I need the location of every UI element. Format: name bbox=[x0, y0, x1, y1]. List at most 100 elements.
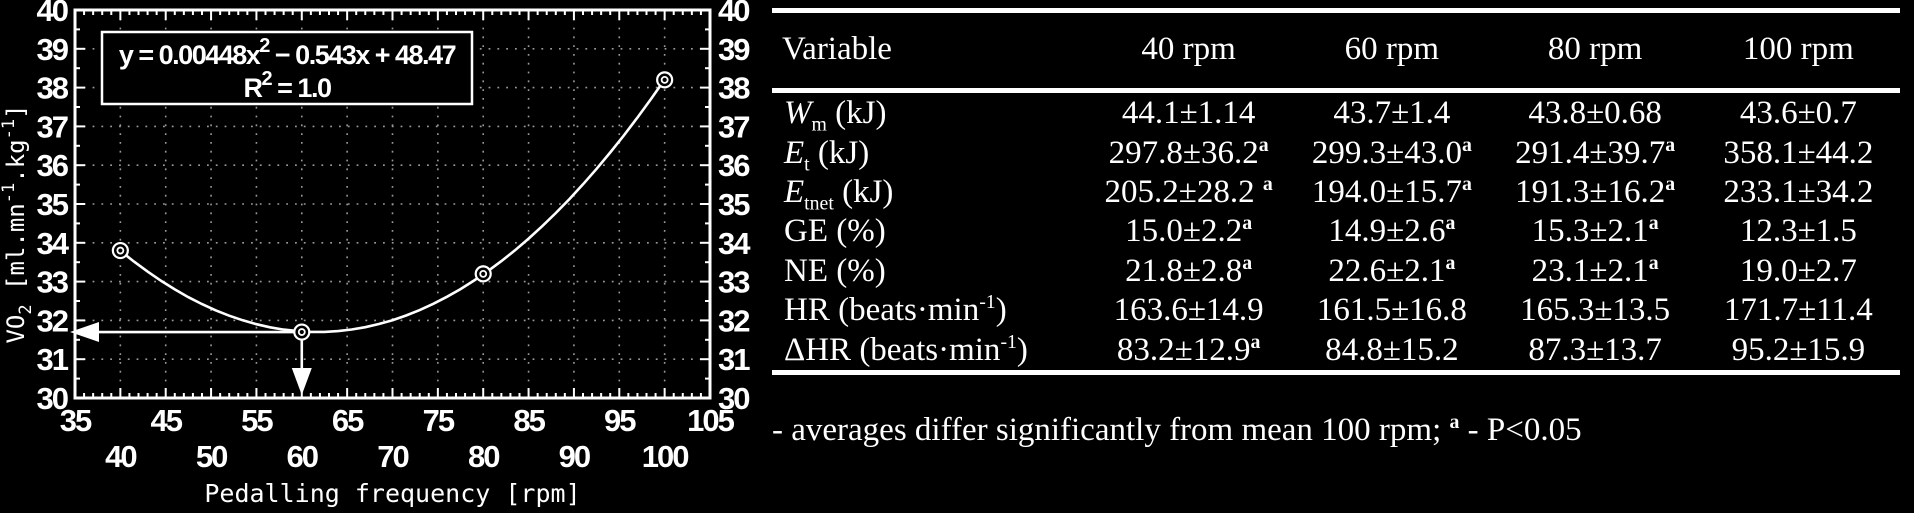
column-header: 40 rpm bbox=[1141, 30, 1236, 67]
table-top-rule bbox=[772, 8, 1900, 13]
table-cell: 165.3±13.5 bbox=[1520, 292, 1671, 329]
table-cell: 15.0±2.2a bbox=[1125, 212, 1253, 250]
table-cell: 95.2±15.9 bbox=[1731, 331, 1866, 368]
table-row: Etnet (kJ) 205.2±28.2 a 194.0±15.7a 191.3±1… bbox=[772, 173, 1900, 215]
y-tick-label: 32 bbox=[718, 303, 749, 338]
table-row: Et (kJ) 297.8±36.2a 299.3±43.0a 291.4±39.7a… bbox=[772, 133, 1900, 176]
table-cell: 43.6±0.7 bbox=[1739, 95, 1857, 132]
y-tick-label: 34 bbox=[37, 226, 70, 261]
y-tick-label: 39 bbox=[37, 32, 69, 67]
x-tick-label: 60 bbox=[287, 439, 318, 474]
table-cell: 161.5±16.8 bbox=[1316, 292, 1467, 329]
table-header-rule bbox=[772, 88, 1900, 93]
table-cell: 233.1±34.2 bbox=[1723, 174, 1874, 211]
table-cell: 84.8±15.2 bbox=[1325, 331, 1459, 368]
table-cell: 205.2±28.2 a bbox=[1104, 173, 1273, 211]
table-row: HR (beats·min-1) 163.6±14.9 161.5±16.8 165.… bbox=[772, 291, 1900, 330]
table-cell: 19.0±2.7 bbox=[1739, 252, 1857, 289]
x-tick-label: 40 bbox=[105, 439, 136, 474]
data-point bbox=[293, 323, 311, 341]
row-label: Wm (kJ) bbox=[784, 95, 887, 136]
left-arrowhead bbox=[70, 322, 99, 343]
column-header: 80 rpm bbox=[1547, 30, 1643, 67]
x-axis-title: Pedalling frequency [rpm] bbox=[204, 479, 580, 508]
x-tick-label: 90 bbox=[559, 439, 590, 474]
results-table: Variable 40 rpm 60 rpm 80 rpm 100 rpm Wm (kJ… bbox=[752, 0, 1908, 508]
table-cell: 191.3±16.2a bbox=[1515, 173, 1676, 211]
x-tick-label: 45 bbox=[150, 403, 182, 438]
x-tick-label: 105 bbox=[687, 403, 734, 438]
x-tick-label: 65 bbox=[332, 403, 364, 438]
down-arrowhead bbox=[291, 368, 312, 395]
y-tick-label: 38 bbox=[37, 71, 69, 106]
table-cell: 291.4±39.7a bbox=[1515, 133, 1676, 171]
table-row: ΔHR (beats·min-1) 83.2±12.9a 84.8±15.2 87.3… bbox=[772, 331, 1900, 370]
equation-text: y = 0.00448x2 − 0.543x + 48.47 bbox=[119, 35, 456, 70]
data-point bbox=[111, 241, 129, 260]
y-tick-label: 30 bbox=[37, 381, 68, 416]
x-tick-label: 75 bbox=[423, 403, 455, 438]
row-label: NE (%) bbox=[784, 252, 886, 289]
table-cell: 299.3±43.0a bbox=[1311, 133, 1472, 171]
y-tick-label: 40 bbox=[37, 0, 68, 28]
x-tick-label: 100 bbox=[642, 439, 688, 474]
table-row: GE (%) 15.0±2.2a 14.9±2.6a 15.3±2.1a 12.3±1.… bbox=[772, 212, 1900, 251]
table-cell: 43.8±0.68 bbox=[1528, 95, 1662, 132]
y-tick-label: 39 bbox=[718, 32, 750, 67]
y-tick-label: 40 bbox=[718, 0, 749, 28]
x-tick-label: 85 bbox=[513, 403, 545, 438]
r-squared-text: R2 = 1.0 bbox=[244, 68, 331, 103]
y-tick-label: 36 bbox=[718, 148, 750, 183]
y-tick-label: 35 bbox=[718, 187, 750, 222]
variable-header: Variable bbox=[782, 30, 892, 67]
equation-box bbox=[100, 30, 474, 106]
table-cell: 43.7±1.4 bbox=[1333, 95, 1451, 132]
y-tick-label: 33 bbox=[37, 265, 69, 300]
table-cell: 297.8±36.2a bbox=[1108, 133, 1269, 171]
footnote: - averages differ significantly from mea… bbox=[772, 411, 1582, 448]
table-cell: 44.1±1.14 bbox=[1121, 95, 1256, 132]
y-tick-label: 37 bbox=[37, 109, 68, 144]
y-tick-label: 38 bbox=[718, 71, 750, 106]
y-tick-label: 35 bbox=[37, 187, 69, 222]
y-tick-label: 30 bbox=[718, 381, 749, 416]
y-tick-label: 31 bbox=[37, 342, 69, 377]
table-cell: 194.0±15.7a bbox=[1311, 173, 1472, 211]
table-cell: 23.1±2.1a bbox=[1531, 251, 1659, 289]
table-cell: 358.1±44.2 bbox=[1723, 134, 1874, 171]
table-body: Wm (kJ) 44.1±1.14 43.7±1.4 43.8±0.68 43.6±0.… bbox=[772, 94, 1900, 370]
table-cell: 87.3±13.7 bbox=[1528, 331, 1662, 368]
table-cell: 22.6±2.1a bbox=[1328, 251, 1456, 289]
table-header-row: Variable 40 rpm 60 rpm 80 rpm 100 rpm bbox=[772, 13, 1900, 85]
table-cell: 83.2±12.9a bbox=[1116, 330, 1261, 368]
table-row: Wm (kJ) 44.1±1.14 43.7±1.4 43.8±0.68 43.6±0.… bbox=[772, 94, 1900, 136]
row-label: Etnet (kJ) bbox=[784, 174, 894, 215]
fit-curve bbox=[119, 78, 666, 334]
y-tick-label: 34 bbox=[718, 226, 751, 261]
x-tick-label: 95 bbox=[604, 403, 636, 438]
column-header: 60 rpm bbox=[1344, 30, 1440, 67]
y-axis-title: VO2 [ml.mn-1.kg-1] bbox=[0, 104, 36, 343]
y-tick-label: 36 bbox=[37, 148, 69, 183]
table-cell: 171.7±11.4 bbox=[1723, 292, 1873, 329]
data-point bbox=[474, 265, 492, 283]
y-tick-label: 33 bbox=[718, 265, 750, 300]
column-header: 100 rpm bbox=[1742, 30, 1854, 67]
x-tick-label: 70 bbox=[377, 439, 408, 474]
row-label: HR (beats·min-1) bbox=[784, 291, 1007, 329]
x-tick-label: 55 bbox=[241, 403, 273, 438]
y-tick-label: 31 bbox=[718, 342, 750, 377]
x-tick-label: 35 bbox=[60, 403, 92, 438]
table-cell: 21.8±2.8a bbox=[1125, 251, 1253, 289]
table-bottom-rule bbox=[772, 370, 1900, 375]
data-point bbox=[656, 71, 674, 89]
vo2-frequency-chart: 30 30 31 31 32 32 33 33 34 34 35 35 36 36 37 37 38 38 39 39… bbox=[0, 0, 758, 508]
row-label: ΔHR (beats·min-1) bbox=[784, 330, 1028, 368]
row-label: Et (kJ) bbox=[784, 134, 870, 176]
y-tick-label: 37 bbox=[718, 109, 749, 144]
table-row: NE (%) 21.8±2.8a 22.6±2.1a 23.1±2.1a 19.0±2.… bbox=[772, 252, 1900, 291]
x-tick-label: 80 bbox=[468, 439, 499, 474]
table-cell: 15.3±2.1a bbox=[1531, 212, 1659, 250]
table-cell: 12.3±1.5 bbox=[1739, 213, 1857, 250]
